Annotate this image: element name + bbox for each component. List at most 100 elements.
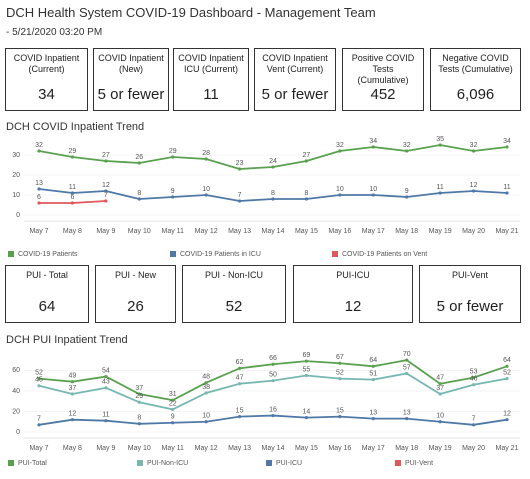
data-label: 32 — [403, 142, 411, 149]
x-tick-label: May 15 — [295, 445, 318, 452]
y-tick-label: 40 — [12, 388, 20, 395]
point — [171, 421, 175, 425]
data-label: 8 — [271, 190, 275, 197]
x-tick-label: May 12 — [195, 445, 218, 452]
data-label: 7 — [37, 416, 41, 423]
x-tick-label: May 19 — [429, 228, 452, 235]
point — [171, 155, 175, 159]
data-label: 13 — [369, 409, 377, 416]
x-tick-label: May 21 — [496, 228, 519, 235]
data-label: 9 — [171, 188, 175, 195]
data-label: 10 — [202, 186, 210, 193]
y-tick-label: 0 — [16, 212, 20, 219]
legend-label: COVID-19 Patients on Vent — [342, 251, 427, 258]
point — [271, 379, 275, 383]
x-tick-label: May 15 — [295, 228, 318, 235]
data-label: 11 — [503, 184, 510, 191]
x-tick-label: May 16 — [328, 445, 351, 452]
point — [471, 383, 476, 387]
point — [204, 420, 208, 424]
kpi-value: 11 — [203, 86, 219, 103]
kpi-label: Negative COVID Tests (Cumulative) — [438, 53, 513, 74]
data-label: 57 — [403, 364, 411, 371]
point — [37, 377, 41, 381]
kpi-card: Positive COVID Tests (Cumulative) 452 — [342, 48, 424, 111]
legend-swatch — [8, 251, 14, 257]
point — [137, 161, 141, 165]
data-label: 7 — [238, 192, 242, 199]
data-label: 11 — [437, 184, 444, 191]
legend-swatch — [8, 460, 14, 466]
point — [505, 377, 509, 381]
point — [37, 187, 41, 191]
data-label: 38 — [202, 384, 210, 391]
point — [304, 359, 309, 363]
x-tick-label: May 20 — [462, 445, 485, 452]
point — [338, 415, 342, 419]
x-tick-label: May 18 — [395, 445, 418, 452]
data-label: 15 — [336, 407, 344, 414]
data-label: 51 — [369, 370, 377, 377]
point — [271, 362, 275, 366]
point — [405, 371, 409, 376]
point — [37, 149, 41, 153]
data-label: 15 — [236, 407, 244, 414]
chart-title: DCH PUI Inpatient Trend — [6, 334, 128, 346]
point — [271, 165, 275, 169]
point — [70, 380, 75, 384]
point — [104, 419, 108, 423]
point — [70, 155, 75, 159]
data-label: 22 — [169, 400, 177, 407]
point — [304, 373, 309, 378]
kpi-card: COVID Inpatient ICU (Current) 11 — [173, 48, 249, 111]
point — [471, 149, 476, 153]
x-tick-label: May 17 — [362, 228, 385, 235]
data-label: 13 — [403, 409, 411, 416]
x-tick-label: May 9 — [96, 445, 115, 452]
data-label: 32 — [35, 142, 43, 149]
point — [104, 199, 108, 203]
point — [70, 392, 75, 396]
point — [505, 191, 509, 195]
x-tick-label: May 12 — [195, 228, 218, 235]
data-label: 48 — [202, 374, 210, 381]
x-tick-label: May 16 — [328, 228, 351, 235]
data-label: 53 — [470, 368, 478, 375]
kpi-label: PUI - New — [114, 270, 156, 280]
point — [237, 199, 242, 203]
data-label: 7 — [472, 416, 476, 423]
y-tick-label: 10 — [12, 192, 20, 199]
data-label: 6 — [37, 194, 41, 201]
point — [438, 191, 442, 195]
point — [304, 416, 309, 420]
x-tick-label: May 11 — [161, 445, 184, 452]
data-label: 45 — [35, 377, 43, 384]
point — [237, 415, 242, 419]
legend-swatch — [170, 251, 176, 257]
data-label: 8 — [304, 190, 308, 197]
x-tick-label: May 13 — [228, 228, 251, 235]
legend-swatch — [395, 460, 401, 466]
data-label: 24 — [269, 158, 277, 165]
data-label: 62 — [236, 359, 244, 366]
kpi-card: PUI - New 26 — [95, 265, 176, 323]
data-label: 46 — [470, 376, 478, 383]
kpi-value: 5 or fewer — [97, 86, 165, 103]
data-label: 12 — [102, 182, 110, 189]
kpi-label: PUI-ICU — [336, 270, 370, 280]
data-label: 32 — [470, 142, 478, 149]
x-tick-label: May 7 — [29, 445, 48, 452]
data-label: 32 — [336, 142, 344, 149]
x-tick-label: May 13 — [228, 445, 251, 452]
point — [237, 167, 242, 171]
kpi-label: COVID Inpatient Vent (Current) — [262, 53, 328, 74]
point — [405, 149, 409, 153]
data-label: 26 — [135, 154, 143, 161]
legend-label: PUI-Vent — [405, 460, 433, 467]
x-tick-label: May 14 — [262, 228, 285, 235]
data-label: 10 — [336, 186, 344, 193]
kpi-value: 52 — [225, 298, 243, 315]
x-tick-label: May 10 — [128, 228, 151, 235]
point — [104, 374, 108, 379]
